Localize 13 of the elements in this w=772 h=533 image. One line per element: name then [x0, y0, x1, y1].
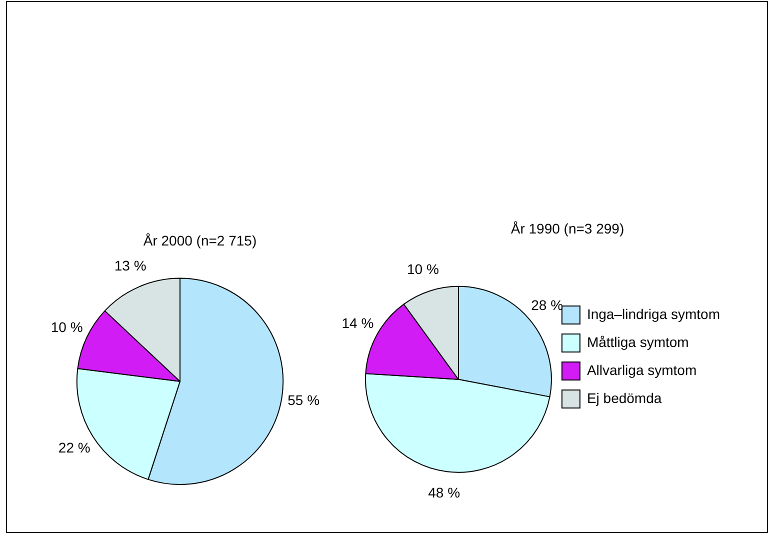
data-label: 10 % — [50, 318, 83, 335]
data-label: 55 % — [288, 392, 320, 408]
legend-label: Ej bedömda — [586, 390, 662, 406]
legend-label: Måttliga symtom — [586, 334, 689, 350]
legend-label: Allvarliga symtom — [586, 362, 697, 378]
data-label: 10 % — [406, 260, 439, 277]
slice-label: År 1990 (n=3 299) — [510, 220, 624, 236]
legend-label: Inga–lindriga symtom — [586, 306, 720, 322]
data-label: 13 % — [114, 257, 146, 274]
slice-label: År 2000 (n=2 715) — [143, 232, 257, 248]
data-label: 22 % — [58, 439, 90, 456]
data-label: 14 % — [342, 314, 374, 331]
data-label: 48 % — [428, 484, 460, 500]
